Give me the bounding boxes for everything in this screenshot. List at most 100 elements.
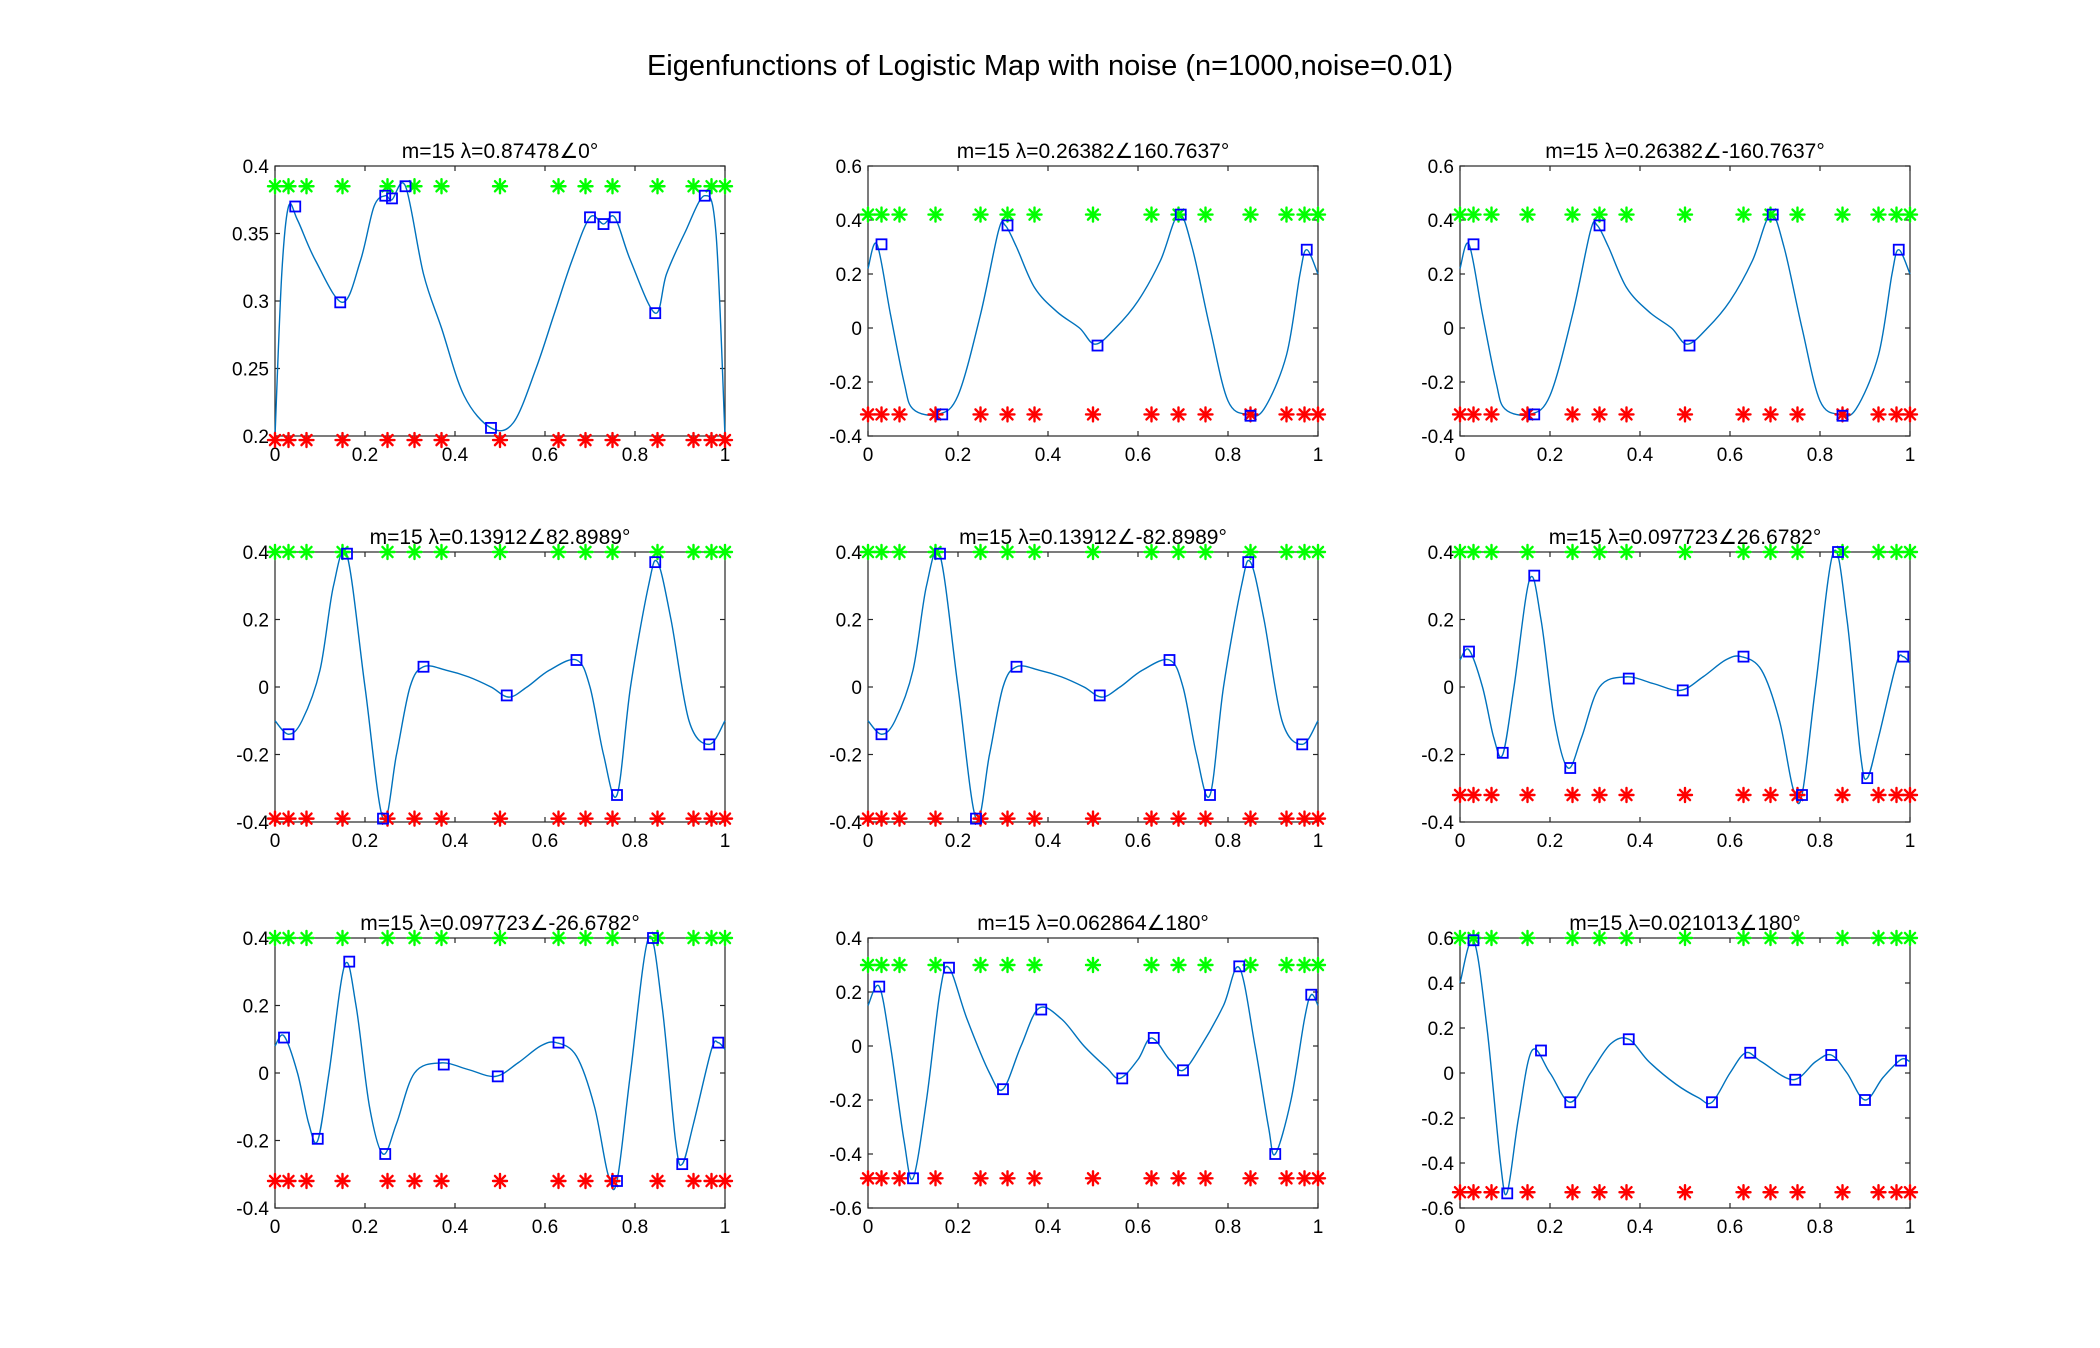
y-tick-label: 0.2: [836, 611, 862, 632]
bottom-star-marker: [1870, 1184, 1887, 1201]
top-star-marker: [1519, 543, 1536, 561]
x-tick-label: 0.8: [1807, 1217, 1833, 1238]
top-star-marker: [1483, 206, 1500, 223]
x-tick-label: 0: [1455, 1217, 1466, 1238]
x-tick-label: 0.2: [1537, 831, 1563, 852]
bottom-star-marker: [491, 810, 509, 827]
bottom-star-marker: [1834, 1184, 1851, 1201]
bottom-star-marker: [1197, 1170, 1214, 1187]
top-star-marker: [685, 178, 702, 195]
point-marker: [1622, 1033, 1635, 1046]
bottom-star-marker: [1296, 406, 1313, 423]
bottom-star-marker: [716, 1172, 734, 1190]
bottom-star-marker: [1084, 406, 1102, 423]
y-tick-label: -0.4: [1421, 813, 1454, 834]
bottom-star-marker: [1465, 406, 1482, 423]
eigenfunction-curve: [274, 935, 726, 1191]
x-tick-label: 0: [863, 1217, 874, 1238]
bottom-star-marker: [1309, 810, 1327, 827]
point-marker: [1622, 672, 1635, 685]
top-star-marker: [1483, 929, 1500, 947]
top-star-marker: [859, 956, 877, 974]
point-marker: [1859, 1094, 1871, 1106]
point-marker: [1010, 660, 1023, 673]
bottom-star-marker: [891, 810, 908, 827]
bottom-star-marker: [1676, 406, 1694, 423]
top-star-marker: [1762, 929, 1779, 947]
y-tick-label: 0.2: [836, 265, 862, 286]
bottom-star-marker: [999, 406, 1016, 423]
top-star-marker: [1170, 956, 1187, 974]
y-tick-label: -0.2: [1421, 746, 1454, 767]
bottom-star-marker: [406, 1172, 423, 1190]
point-marker: [1501, 1187, 1514, 1200]
x-tick-label: 0.8: [1215, 445, 1241, 466]
axes-box: [274, 937, 726, 1209]
bottom-star-marker: [1143, 406, 1160, 423]
point-marker: [1467, 238, 1480, 251]
bottom-star-marker: [649, 1172, 666, 1190]
top-star-marker: [972, 206, 989, 223]
x-tick-label: 0.8: [622, 1217, 648, 1238]
point-marker: [875, 238, 888, 251]
subplot-title: m=15 λ=0.13912∠-82.8989°: [959, 526, 1227, 549]
top-star-marker: [577, 543, 594, 561]
point-marker: [873, 980, 886, 993]
top-star-marker: [1676, 206, 1694, 223]
top-star-marker: [1870, 929, 1887, 947]
point-marker: [1035, 1003, 1048, 1016]
top-star-marker: [1451, 929, 1469, 947]
bottom-star-marker: [1296, 1170, 1313, 1187]
bottom-star-marker: [406, 810, 423, 827]
x-tick-label: 0.6: [1717, 831, 1743, 852]
bottom-star-marker: [280, 431, 297, 449]
top-star-marker: [577, 929, 594, 947]
y-tick-label: 0: [851, 1037, 862, 1058]
bottom-star-marker: [685, 810, 702, 827]
point-marker: [491, 1070, 504, 1083]
bottom-star-marker: [873, 810, 890, 827]
bottom-star-marker: [1084, 810, 1102, 827]
top-star-marker: [298, 178, 315, 195]
point-marker: [875, 728, 888, 741]
point-marker: [1269, 1148, 1282, 1160]
top-star-marker: [1618, 206, 1635, 223]
bottom-star-marker: [1451, 406, 1469, 423]
y-tick-label: 0: [258, 1064, 269, 1085]
x-tick-label: 1: [720, 1217, 731, 1238]
y-tick-label: -0.4: [236, 813, 269, 834]
x-tick-label: 1: [1905, 831, 1916, 852]
bottom-star-marker: [649, 810, 666, 827]
x-tick-label: 0: [270, 1217, 281, 1238]
bottom-star-marker: [859, 1170, 877, 1187]
y-tick-label: 0.3: [243, 292, 269, 313]
top-star-marker: [1901, 206, 1919, 223]
point-marker: [1300, 243, 1313, 256]
top-star-marker: [1735, 206, 1752, 223]
y-tick-label: -0.2: [829, 373, 862, 394]
top-star-marker: [999, 206, 1016, 223]
point-marker: [1177, 1064, 1189, 1077]
subplot-8: 0 0.2 0.4 0.6 0.8 1 -0.6 -0.4 -0.2 0 0.2 0.4 m=15 λ=…: [829, 912, 1327, 1238]
bottom-star-marker: [1591, 406, 1608, 423]
eigenfunction-curve: [867, 965, 1319, 1181]
bottom-star-marker: [1735, 406, 1752, 423]
top-star-marker: [1026, 543, 1043, 561]
point-marker: [1174, 208, 1187, 221]
x-tick-label: 0: [1455, 445, 1466, 466]
top-star-marker: [891, 956, 908, 974]
top-star-marker: [280, 929, 297, 947]
y-tick-label: 0.2: [836, 983, 862, 1004]
bottom-star-marker: [1901, 406, 1919, 423]
bottom-star-marker: [1451, 786, 1469, 804]
top-star-marker: [1564, 543, 1581, 561]
point-marker: [1564, 1096, 1577, 1109]
bottom-star-marker: [1483, 786, 1500, 804]
bottom-star-marker: [1143, 810, 1160, 827]
top-star-marker: [859, 543, 877, 561]
top-star-marker: [1084, 543, 1102, 561]
bottom-star-marker: [1762, 1184, 1779, 1201]
bottom-star-marker: [1870, 406, 1887, 423]
bottom-star-marker: [1618, 406, 1635, 423]
subplot-1: 0 0.2 0.4 0.6 0.8 10.20.250.30.350.4m=15 λ=0.…: [232, 140, 734, 466]
